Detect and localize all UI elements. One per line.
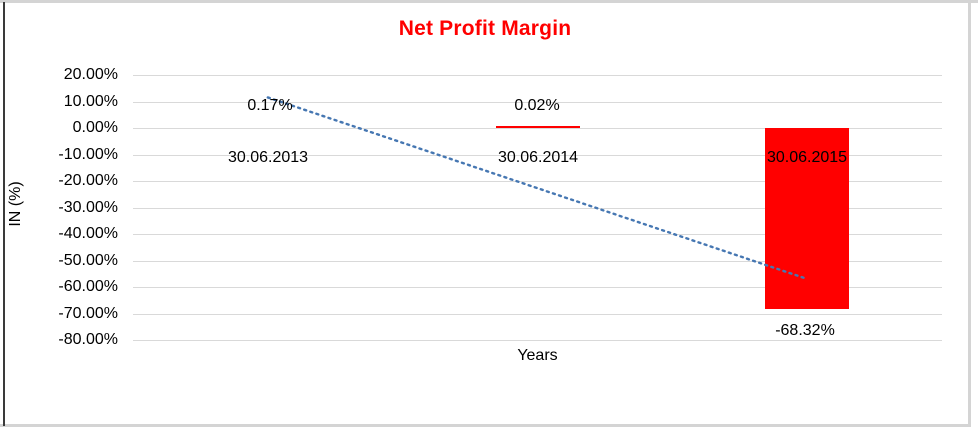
frame-border-bottom	[0, 424, 971, 427]
y-tick-label: -20.00%	[58, 172, 118, 189]
y-tick-label: 10.00%	[63, 93, 118, 110]
gridline	[133, 314, 942, 315]
y-tick-label: -10.00%	[58, 146, 118, 163]
x-axis-title: Years	[517, 347, 558, 364]
data-label: -68.32%	[775, 322, 835, 339]
data-label: 0.17%	[247, 97, 293, 114]
y-tick-label: -40.00%	[58, 225, 118, 242]
category-label: 30.06.2015	[766, 149, 848, 166]
gridline	[133, 75, 942, 76]
chart-title: Net Profit Margin	[398, 17, 572, 40]
y-tick-label: 20.00%	[63, 66, 118, 83]
frame-border-left	[3, 2, 5, 426]
y-tick-label: 0.00%	[72, 119, 118, 136]
y-tick-label: -70.00%	[58, 305, 118, 322]
y-tick-label: -60.00%	[58, 278, 118, 295]
y-tick-label: -30.00%	[58, 199, 118, 216]
bar-30.06.2014	[496, 126, 580, 128]
gridline	[133, 340, 942, 341]
frame-border-top	[0, 0, 978, 3]
category-label: 30.06.2013	[227, 149, 309, 166]
y-tick-label: -50.00%	[58, 252, 118, 269]
linear-trendline	[266, 96, 809, 281]
data-label: 0.02%	[514, 97, 560, 114]
y-tick-label: -80.00%	[58, 331, 118, 348]
frame-border-right	[968, 0, 971, 427]
gridline	[133, 287, 942, 288]
category-label: 30.06.2014	[497, 149, 579, 166]
